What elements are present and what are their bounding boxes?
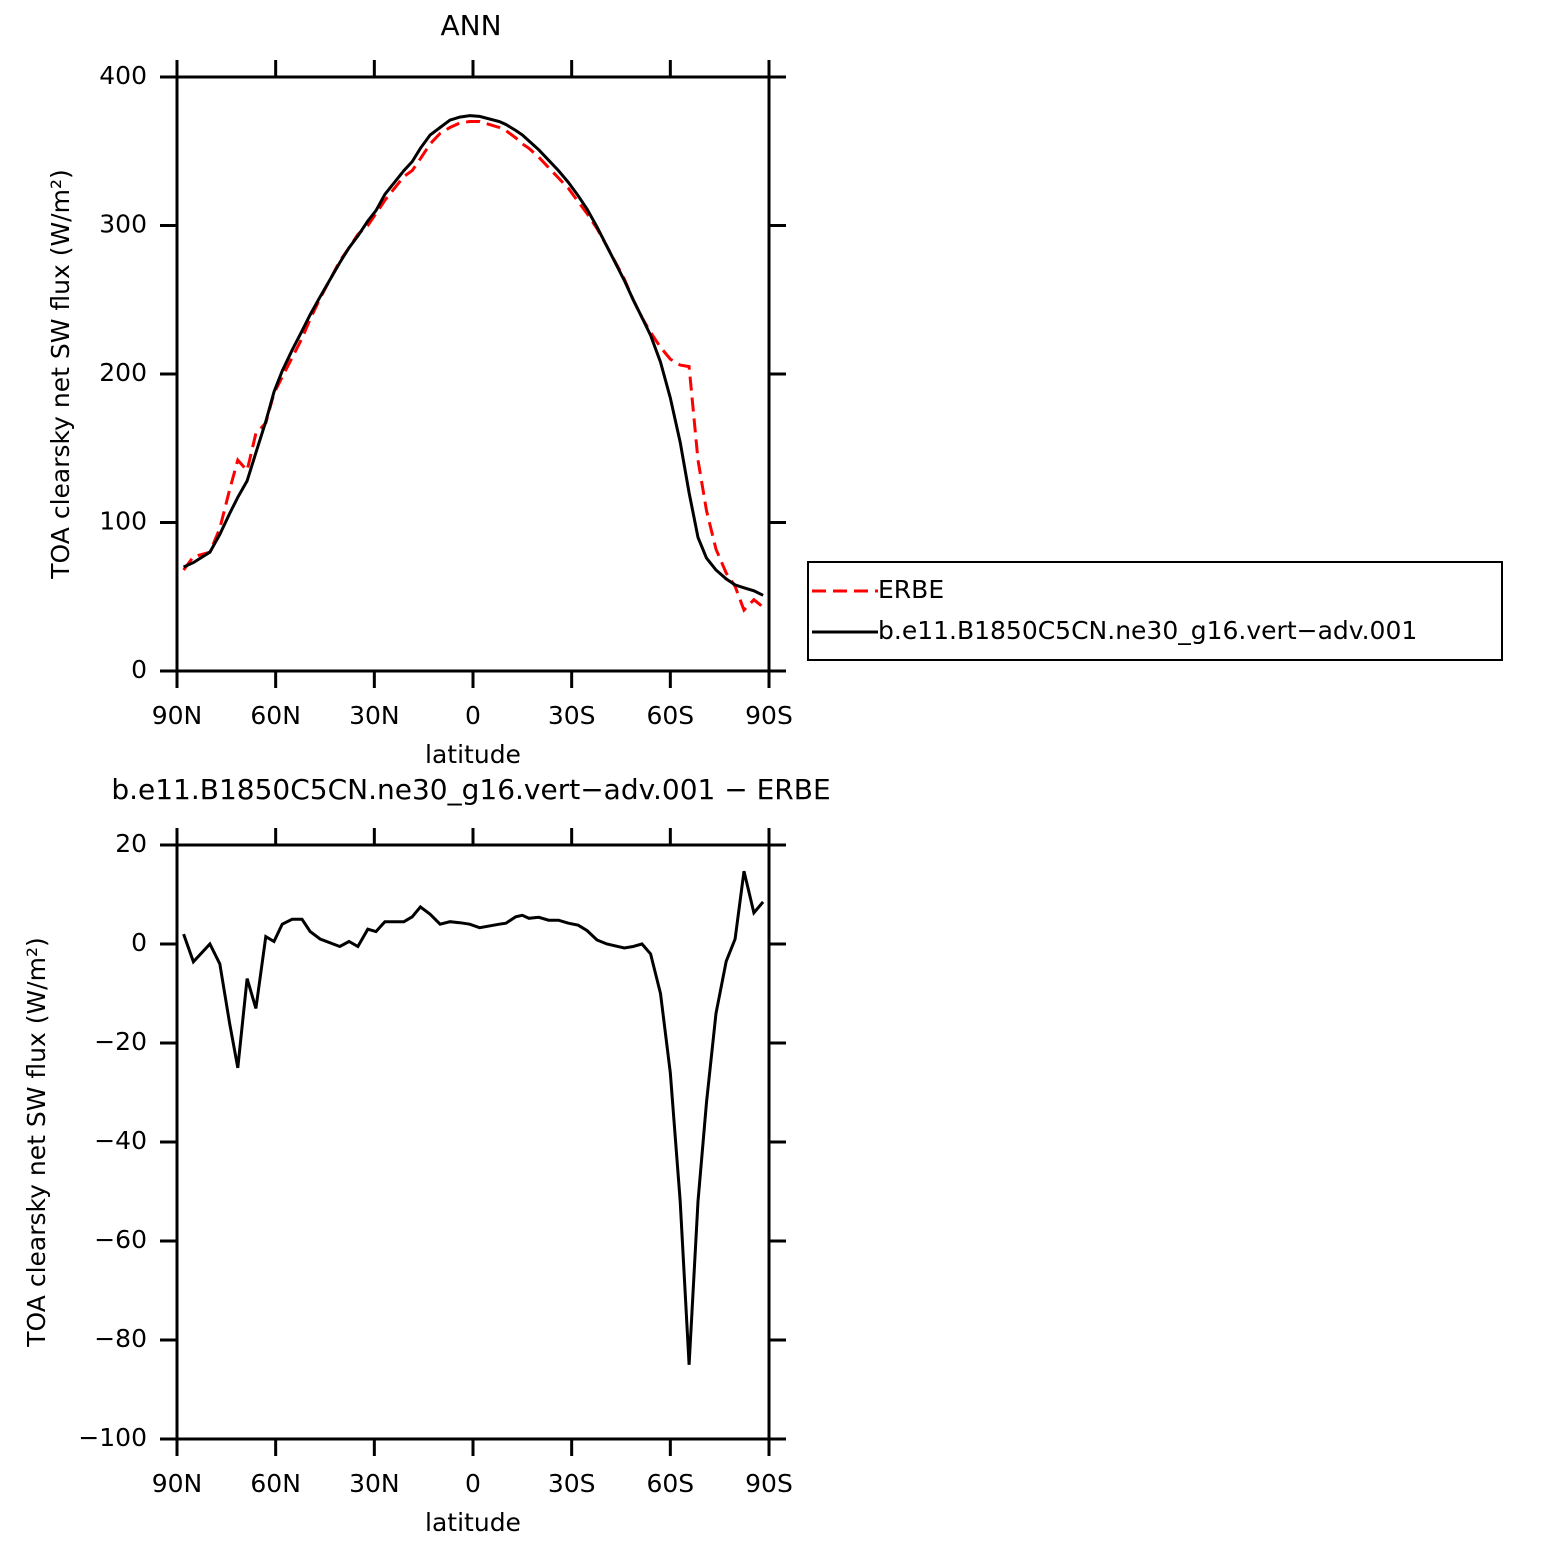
x-tick-label: 30S: [548, 701, 596, 730]
x-tick-label: 60S: [646, 701, 694, 730]
y-tick-label: 20: [115, 829, 147, 858]
legend-box: [807, 561, 1503, 661]
y-tick-label: −100: [78, 1423, 147, 1452]
y-axis-label: TOA clearsky net SW flux (W/m²): [46, 169, 75, 579]
x-tick-label: 90N: [152, 701, 203, 730]
x-tick-label: 90S: [745, 701, 793, 730]
x-tick-label: 60N: [250, 1469, 301, 1498]
y-tick-label: 200: [99, 358, 147, 387]
x-tick-label: 0: [465, 701, 481, 730]
y-tick-label: 100: [99, 507, 147, 536]
y-axis-label: TOA clearsky net SW flux (W/m²): [22, 937, 51, 1347]
plot-frame: [175, 843, 771, 1441]
x-tick-label: 30S: [548, 1469, 596, 1498]
x-tick-label: 30N: [349, 1469, 400, 1498]
plot-frame: [175, 75, 771, 673]
y-tick-label: 0: [131, 928, 147, 957]
x-axis-label: latitude: [425, 1508, 521, 1537]
y-tick-label: −40: [94, 1126, 147, 1155]
data-line: [182, 114, 764, 597]
x-tick-label: 90N: [152, 1469, 203, 1498]
y-tick-label: −60: [94, 1225, 147, 1254]
x-axis-label: latitude: [425, 740, 521, 769]
chart-title: b.e11.B1850C5CN.ne30_g16.vert−adv.001 − …: [111, 773, 830, 806]
x-tick-label: 0: [465, 1469, 481, 1498]
legend-label: ERBE: [878, 575, 944, 604]
data-line: [182, 120, 765, 613]
x-tick-label: 60N: [250, 701, 301, 730]
y-tick-label: 0: [131, 655, 147, 684]
data-line: [182, 870, 765, 1365]
x-tick-label: 90S: [745, 1469, 793, 1498]
x-tick-label: 60S: [646, 1469, 694, 1498]
y-tick-label: 300: [99, 210, 147, 239]
y-tick-label: −20: [94, 1027, 147, 1056]
y-tick-label: 400: [99, 61, 147, 90]
x-tick-label: 30N: [349, 701, 400, 730]
chart-title: ANN: [440, 9, 501, 42]
legend-label: b.e11.B1850C5CN.ne30_g16.vert−adv.001: [878, 616, 1417, 645]
legend: ERBE b.e11.B1850C5CN.ne30_g16.vert−adv.00…: [807, 561, 1503, 661]
y-tick-label: −80: [94, 1324, 147, 1353]
